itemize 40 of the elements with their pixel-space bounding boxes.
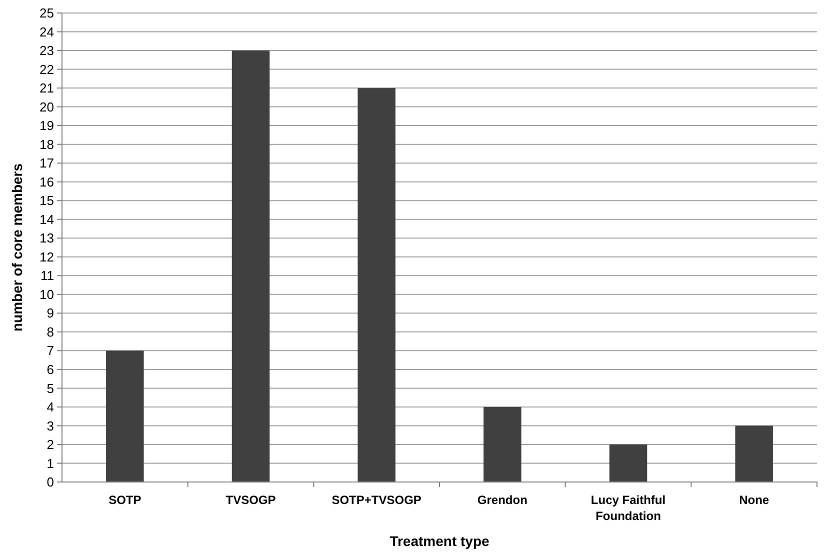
bar <box>232 50 270 482</box>
bar <box>358 88 396 482</box>
y-tick-label: 20 <box>40 99 54 114</box>
x-tick-label: Grendon <box>477 493 528 507</box>
bar <box>106 350 144 482</box>
y-tick-label: 0 <box>46 474 54 490</box>
y-tick-label: 3 <box>46 418 54 434</box>
x-axis-title: Treatment type <box>390 533 490 549</box>
x-tick-label: SOTP+TVSOGP <box>332 493 422 507</box>
y-tick-label: 21 <box>40 80 54 96</box>
y-tick-label: 6 <box>46 362 54 377</box>
y-tick-label: 9 <box>46 306 54 321</box>
y-tick-label: 14 <box>40 212 54 227</box>
y-tick-label: 5 <box>46 380 54 396</box>
y-tick-label: 12 <box>40 249 54 264</box>
y-tick-label: 1 <box>46 456 54 471</box>
y-tick-label: 2 <box>46 437 54 452</box>
y-tick-label: 19 <box>40 118 54 134</box>
y-tick-label: 4 <box>46 400 54 415</box>
y-tick-label: 16 <box>40 174 54 190</box>
bar <box>735 426 773 482</box>
y-tick-label: 8 <box>46 324 54 340</box>
y-tick-label: 11 <box>40 268 54 284</box>
y-tick-label: 17 <box>40 156 54 171</box>
y-tick-label: 13 <box>40 230 54 246</box>
bar <box>484 406 522 482</box>
x-tick-label: TVSOGP <box>226 493 276 507</box>
y-tick-label: 15 <box>40 193 54 208</box>
y-tick-label: 25 <box>40 6 54 21</box>
bar <box>609 444 648 482</box>
y-axis-title: number of core members <box>9 163 25 332</box>
x-tick-label: SOTP <box>108 493 142 507</box>
y-tick-label: 22 <box>40 62 54 77</box>
y-tick-label: 18 <box>40 136 54 152</box>
y-tick-label: 10 <box>40 286 54 302</box>
y-tick-label: 23 <box>40 43 54 58</box>
y-tick-label: 7 <box>46 343 54 358</box>
x-tick-label: Lucy Faithful Foundation <box>590 493 666 523</box>
y-tick-label: 24 <box>40 24 54 40</box>
x-tick-label: None <box>739 493 770 507</box>
